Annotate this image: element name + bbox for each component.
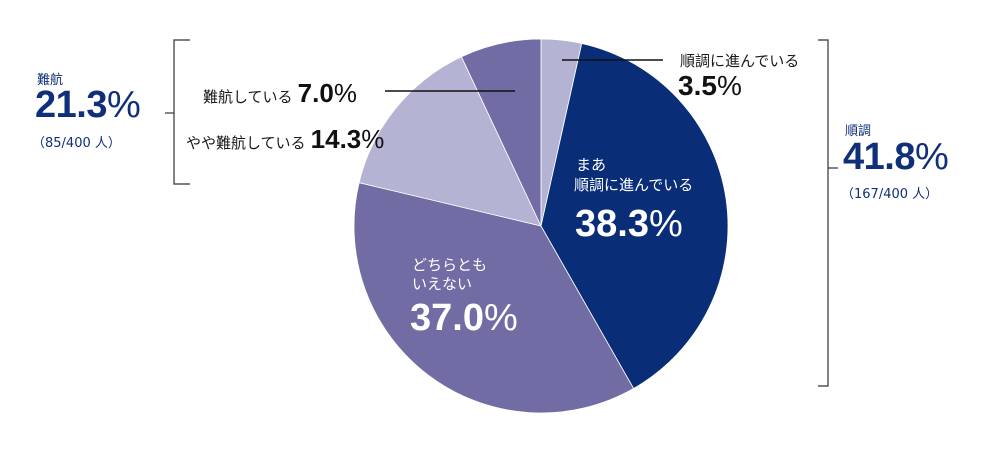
group-label-struggling: 難航	[37, 73, 64, 88]
label-percent-value: 3.5	[678, 70, 717, 101]
label-mostly-smooth-line2: 順調に進んでいる	[574, 176, 694, 194]
slice-somewhat-struggling	[358, 56, 542, 227]
percent-sign: %	[361, 124, 385, 154]
label-percent-value: 7.0	[297, 78, 334, 108]
label-somewhat-struggling: やや難航している 14.3%	[186, 124, 384, 155]
label-percent-value: 37.0	[410, 297, 484, 339]
label-text: 難航している	[203, 88, 293, 106]
slice-neutral	[353, 182, 635, 414]
slice-mostly-smooth	[540, 43, 729, 390]
group-percent-value: 41.8	[843, 136, 915, 178]
label-struggling: 難航している 7.0%	[203, 78, 357, 109]
percent-sign: %	[483, 297, 518, 339]
group-count-smooth: （167/400 人）	[841, 187, 939, 202]
percent-sign: %	[914, 136, 949, 178]
group-label-smooth: 順調	[845, 124, 872, 139]
label-mostly-smooth-percent: 38.3%	[575, 203, 683, 246]
group-percent-value: 21.3	[35, 84, 107, 126]
pie-slices	[353, 38, 729, 414]
group-percent-smooth: 41.8%	[843, 136, 949, 179]
percent-sign: %	[106, 84, 141, 126]
label-mostly-smooth-line1: まあ	[576, 156, 607, 174]
label-smooth-text: 順調に進んでいる	[680, 52, 800, 70]
label-percent: 14.3%	[311, 124, 385, 154]
label-smooth-percent: 3.5%	[678, 70, 742, 102]
label-neutral-line1: どちらとも	[412, 256, 488, 274]
left-bracket	[165, 39, 190, 185]
group-count-struggling: （85/400 人）	[32, 136, 121, 151]
label-text: やや難航している	[186, 134, 306, 152]
label-neutral-percent: 37.0%	[410, 297, 518, 340]
label-neutral-line2: いえない	[412, 275, 473, 293]
label-percent: 7.0%	[298, 78, 357, 108]
label-percent-value: 14.3	[310, 124, 362, 154]
group-percent-struggling: 21.3%	[35, 84, 141, 127]
percent-sign: %	[648, 203, 683, 245]
slice-struggling	[460, 38, 542, 227]
right-bracket	[818, 39, 838, 387]
label-percent-value: 38.3	[575, 203, 649, 245]
percent-sign: %	[716, 70, 742, 101]
percent-sign: %	[333, 78, 357, 108]
